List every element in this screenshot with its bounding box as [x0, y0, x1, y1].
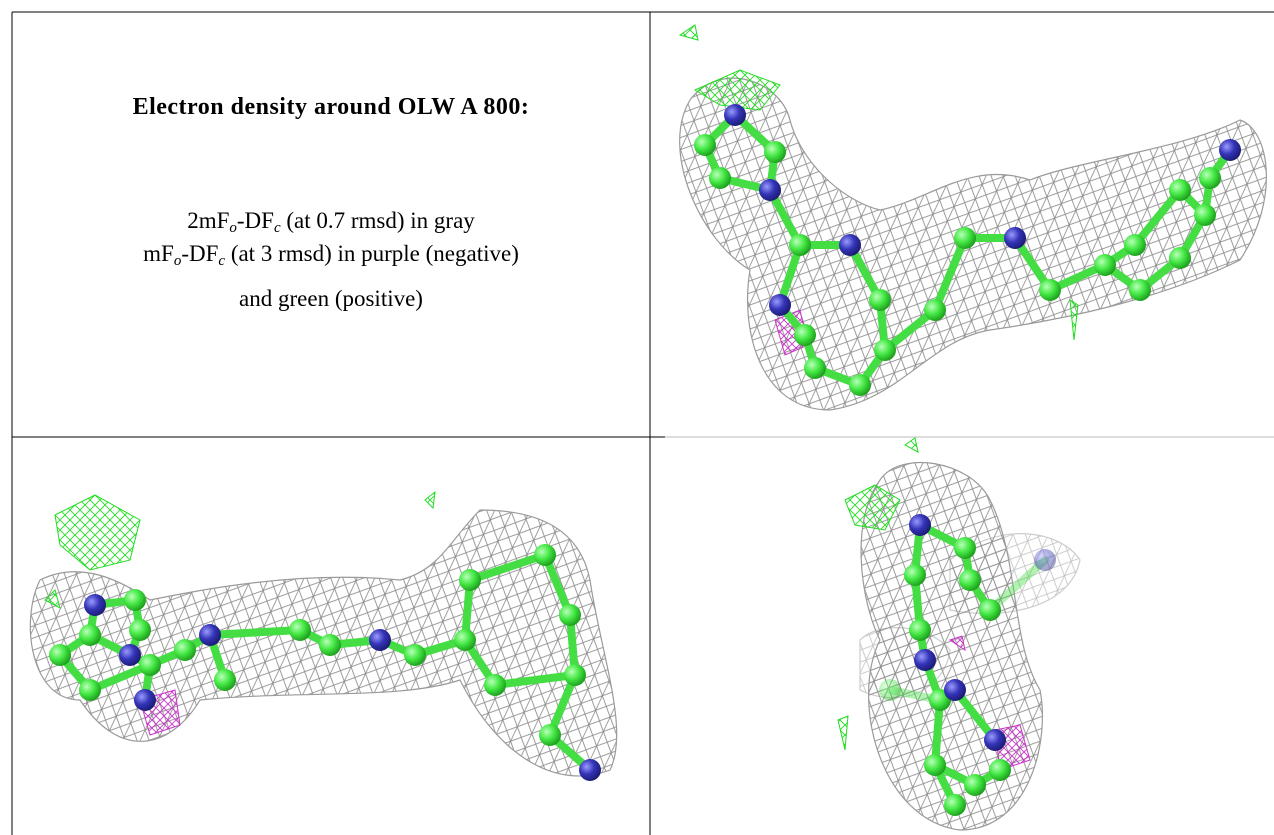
subscript: c — [218, 253, 226, 269]
bond — [931, 234, 969, 314]
text: mF — [143, 241, 174, 266]
carbon-atom — [979, 599, 1001, 621]
nitrogen-atom — [1004, 227, 1026, 249]
carbon-atom — [559, 604, 581, 626]
carbon-atom — [1199, 167, 1221, 189]
positive-density — [1069, 299, 1079, 341]
subscript: o — [173, 253, 182, 269]
carbon-atom — [174, 639, 196, 661]
bond — [1131, 186, 1184, 249]
nitrogen-atom — [759, 179, 781, 201]
carbon-atom — [874, 339, 896, 361]
carbon-atom — [214, 669, 236, 691]
carbon-atom — [79, 624, 101, 646]
table-borders — [11, 11, 1274, 835]
carbon-atom — [79, 679, 101, 701]
nitrogen-atom — [84, 594, 106, 616]
bond — [491, 671, 579, 689]
text: -DF — [181, 241, 219, 266]
carbon-atom — [904, 564, 926, 586]
carbon-atom — [289, 619, 311, 641]
positive-density — [54, 494, 141, 571]
carbon-atom — [924, 754, 946, 776]
nitrogen-atom — [914, 649, 936, 671]
bond — [206, 626, 304, 639]
legend-line: 2mFo-DFc (at 0.7 rmsd) in gray — [12, 208, 650, 237]
bond — [466, 551, 549, 584]
carbon-atom — [794, 324, 816, 346]
text: 2mF — [187, 208, 230, 233]
nitrogen-atom — [724, 104, 746, 126]
carbon-atom — [124, 589, 146, 611]
negative-density — [948, 635, 966, 652]
carbon-atom — [879, 679, 901, 701]
carbon-atom — [459, 569, 481, 591]
nitrogen-atom — [119, 644, 141, 666]
nitrogen-atom — [1219, 139, 1241, 161]
carbon-atom — [454, 629, 476, 651]
carbon-atom — [869, 289, 891, 311]
positive-density — [44, 589, 61, 609]
nitrogen-atom — [984, 729, 1006, 751]
subscript: c — [273, 220, 281, 236]
carbon-atom — [129, 619, 151, 641]
text: (at 0.7 rmsd) in gray — [280, 208, 475, 233]
positive-density — [678, 24, 699, 41]
carbon-atom — [49, 644, 71, 666]
text: and green (positive) — [239, 286, 423, 311]
carbon-atom — [404, 644, 426, 666]
carbon-atom — [764, 141, 786, 163]
nitrogen-atom — [769, 294, 791, 316]
carbon-atom — [1194, 204, 1216, 226]
carbon-atom — [694, 134, 716, 156]
nitrogen-atom — [579, 759, 601, 781]
carbon-atom — [909, 619, 931, 641]
carbon-atom — [1129, 279, 1151, 301]
nitrogen-atom — [839, 234, 861, 256]
carbon-atom — [924, 299, 946, 321]
text: -DF — [236, 208, 274, 233]
subscript: o — [229, 220, 237, 236]
legend-line: and green (positive) — [12, 286, 650, 312]
carbon-atom — [954, 227, 976, 249]
carbon-atom — [964, 774, 986, 796]
carbon-atom — [484, 674, 506, 696]
caption-title: Electron density around OLW A 800: — [132, 94, 530, 120]
bond — [986, 556, 1049, 614]
positive-density — [844, 484, 901, 531]
molecule-renders — [29, 24, 1267, 831]
nitrogen-atom — [369, 629, 391, 651]
carbon-atom — [989, 759, 1011, 781]
carbon-atom — [1124, 234, 1146, 256]
carbon-atom — [789, 234, 811, 256]
carbon-atom — [539, 724, 561, 746]
carbon-atom — [1039, 279, 1061, 301]
nitrogen-atom — [909, 514, 931, 536]
carbon-atom — [534, 544, 556, 566]
carbon-atom — [849, 374, 871, 396]
carbon-atom — [959, 569, 981, 591]
carbon-atom — [1169, 179, 1191, 201]
nitrogen-atom — [199, 624, 221, 646]
carbon-atom — [1094, 254, 1116, 276]
carbon-atom — [944, 794, 966, 816]
nitrogen-atom — [944, 679, 966, 701]
carbon-atom — [139, 654, 161, 676]
legend-line: mFo-DFc (at 3 rmsd) in purple (negative) — [12, 241, 650, 270]
carbon-atom — [1169, 247, 1191, 269]
carbon-atom — [954, 537, 976, 559]
carbon-atom — [804, 357, 826, 379]
positive-density — [693, 69, 781, 111]
nitrogen-atom — [1034, 549, 1056, 571]
carbon-atom — [564, 664, 586, 686]
text: (at 3 rmsd) in purple (negative) — [225, 241, 519, 266]
nitrogen-atom — [134, 689, 156, 711]
positive-density — [904, 437, 919, 453]
carbon-atom — [319, 634, 341, 656]
positive-density — [424, 490, 436, 510]
positive-density — [837, 715, 849, 751]
carbon-atom — [709, 167, 731, 189]
